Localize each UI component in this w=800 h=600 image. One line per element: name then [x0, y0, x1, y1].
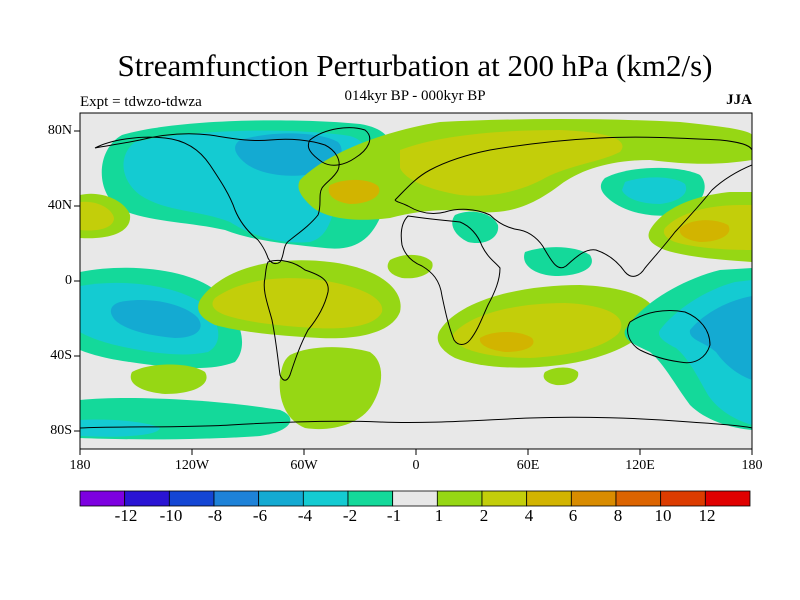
colorbar-label: 10 — [654, 506, 672, 525]
contour-fill-pos4-w-pacific — [679, 220, 730, 242]
colorbar-label: 4 — [524, 506, 534, 525]
contour-fill-pos2-s-america — [212, 278, 383, 329]
colorbar-swatch — [570, 490, 617, 507]
colorbar-label: -6 — [252, 506, 268, 525]
contour-fill-neg4-greenland — [235, 133, 342, 176]
contour-fill-neg4-trop-pacific — [110, 299, 201, 338]
colorbar-swatch — [213, 490, 260, 507]
colorbar-label: 2 — [479, 506, 489, 525]
contour-fill-neg2-south-ocean-w — [80, 419, 160, 437]
colorbar-label: -4 — [297, 506, 313, 525]
contour-fill-neg2-east-asia — [622, 177, 687, 204]
colorbar-swatch — [436, 490, 483, 507]
contour-fill-pos2-eurasia — [400, 130, 623, 196]
colorbar-swatch — [526, 490, 572, 507]
colorbar-swatch — [481, 490, 528, 507]
colorbar-label: -1 — [386, 506, 402, 525]
colorbar-swatch — [302, 490, 349, 507]
coast-north-america — [94, 133, 340, 265]
colorbar-label: -12 — [114, 506, 138, 525]
colorbar-label: -2 — [342, 506, 358, 525]
figure-title: Streamfunction Perturbation at 200 hPa (… — [117, 48, 713, 83]
contour-fill-neg-arabia — [452, 211, 499, 244]
axis-ticks — [74, 130, 753, 455]
contour-fill-pos2-ne-pacific — [80, 201, 114, 231]
colorbar-swatch — [168, 490, 215, 507]
coastlines — [80, 127, 752, 429]
colorbar-swatch — [704, 490, 751, 507]
lon-label-120e: 120E — [625, 458, 655, 473]
colorbar — [79, 490, 751, 507]
contour-fill-pos4-n-atlantic — [328, 179, 380, 204]
coast-africa — [400, 215, 501, 345]
lat-label-40n: 40N — [47, 198, 72, 213]
colorbar-swatch — [258, 490, 304, 507]
lat-label-80n: 80N — [47, 123, 72, 138]
lat-label-40s: 40S — [50, 348, 72, 363]
colorbar-swatch — [124, 490, 170, 507]
colorbar-swatch — [347, 490, 394, 507]
colorbar-label: -10 — [159, 506, 183, 525]
contour-fill-pos-atlantic-eq — [387, 254, 433, 279]
contour-fills — [80, 119, 752, 440]
lon-label-60e: 60E — [516, 458, 540, 473]
contour-fill-pos1-s-pacific — [130, 364, 207, 394]
coast-australia — [627, 309, 711, 364]
lon-label-180w: 180 — [69, 458, 91, 473]
contour-fill-neg4-australia — [689, 296, 752, 380]
contour-fill-neg-india — [524, 247, 592, 276]
coast-south-america — [263, 259, 329, 381]
experiment-label: Expt = tdwzo-tdwza — [80, 94, 202, 110]
colorbar-label: 6 — [568, 506, 578, 525]
colorbar-swatch — [79, 490, 126, 507]
lon-label-180e: 180 — [741, 458, 763, 473]
colorbar-label: 1 — [434, 506, 444, 525]
lon-label-0: 0 — [412, 458, 420, 473]
contour-fill-pos1-sw-atlantic — [279, 347, 382, 430]
coast-europe-asia — [394, 136, 752, 277]
colorbar-label: 12 — [698, 506, 716, 525]
coast-antarctica — [80, 416, 752, 429]
colorbar-label: -8 — [207, 506, 223, 525]
lon-label-120w: 120W — [174, 458, 210, 473]
contour-fill-pos4-s-indian — [479, 332, 534, 352]
colorbar-swatch — [660, 490, 706, 507]
colorbar-swatch — [615, 490, 662, 507]
contour-fill-pos-s-africa-mid — [543, 367, 579, 386]
season-label: JJA — [726, 92, 752, 108]
colorbar-label: 8 — [613, 506, 623, 525]
lat-label-0: 0 — [65, 273, 72, 288]
lat-label-80s: 80S — [50, 423, 72, 438]
figure-subtitle: 014kyr BP - 000kyr BP — [344, 88, 486, 104]
lon-label-60w: 60W — [290, 458, 318, 473]
coast-greenland — [307, 127, 371, 166]
colorbar-swatch — [392, 490, 438, 507]
